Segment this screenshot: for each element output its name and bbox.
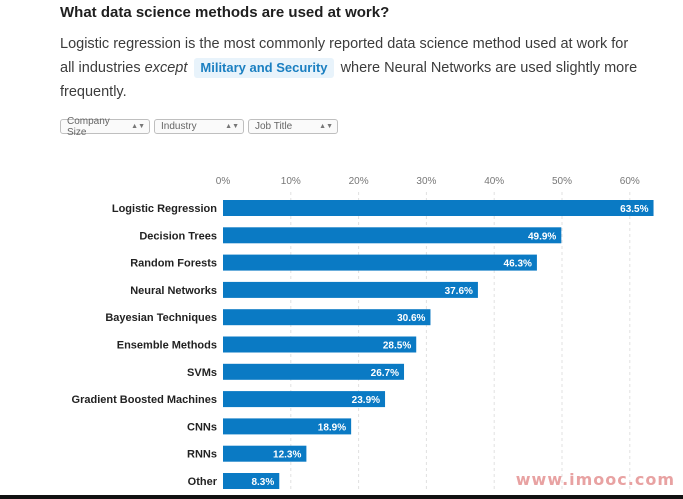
industry-highlight-link[interactable]: Military and Security: [194, 58, 333, 78]
category-label: SVMs: [187, 367, 217, 379]
bar-value-label: 23.9%: [352, 395, 380, 406]
bar-value-label: 63.5%: [620, 204, 648, 215]
x-tick-label: 10%: [281, 176, 301, 187]
job-title-select[interactable]: Job Title ▲▼: [248, 119, 338, 134]
industry-select-label: Industry: [161, 121, 197, 132]
description-except: except: [145, 60, 188, 76]
category-label: Random Forests: [130, 258, 217, 270]
industry-select[interactable]: Industry ▲▼: [154, 119, 244, 134]
page-title: What data science methods are used at wo…: [60, 4, 389, 21]
watermark-text: www.imooc.com: [516, 470, 675, 489]
x-tick-label: 20%: [349, 176, 369, 187]
bar-value-label: 37.6%: [445, 286, 473, 297]
bar-value-label: 18.9%: [318, 422, 346, 433]
description: Logistic regression is the most commonly…: [60, 32, 640, 104]
x-tick-label: 60%: [620, 176, 640, 187]
category-label: CNNs: [187, 421, 217, 433]
bar[interactable]: [223, 227, 561, 243]
category-label: Logistic Regression: [112, 203, 217, 215]
filter-bar: Company Size ▲▼ Industry ▲▼ Job Title ▲▼: [60, 119, 338, 134]
job-title-select-label: Job Title: [255, 121, 292, 132]
category-label: Gradient Boosted Machines: [72, 394, 217, 406]
bar-value-label: 28.5%: [383, 341, 411, 352]
bar-value-label: 46.3%: [504, 259, 532, 270]
category-label: Neural Networks: [130, 285, 217, 297]
x-tick-label: 30%: [416, 176, 436, 187]
company-size-select[interactable]: Company Size ▲▼: [60, 119, 150, 134]
bar[interactable]: [223, 255, 537, 271]
x-tick-label: 40%: [484, 176, 504, 187]
chevron-updown-icon: ▲▼: [225, 123, 239, 130]
company-size-select-label: Company Size: [67, 116, 125, 138]
chevron-updown-icon: ▲▼: [319, 123, 333, 130]
category-label: RNNs: [187, 449, 217, 461]
category-label: Ensemble Methods: [117, 340, 217, 352]
x-tick-label: 50%: [552, 176, 572, 187]
methods-bar-chart: 0% 10% 20% 30% 40% 50% 60% Logistic Regression 6…: [0, 170, 683, 495]
category-label: Bayesian Techniques: [105, 312, 217, 324]
bar-value-label: 30.6%: [397, 313, 425, 324]
x-tick-label: 0%: [216, 176, 231, 187]
bar[interactable]: [223, 282, 478, 298]
bottom-border: [0, 495, 683, 499]
bar-value-label: 12.3%: [273, 450, 301, 461]
bar-value-label: 49.9%: [528, 231, 556, 242]
bar-value-label: 8.3%: [251, 477, 274, 488]
bar[interactable]: [223, 200, 654, 216]
bar-value-label: 26.7%: [371, 368, 399, 379]
chevron-updown-icon: ▲▼: [131, 123, 145, 130]
category-label: Decision Trees: [139, 230, 217, 242]
category-label: Other: [188, 476, 218, 488]
